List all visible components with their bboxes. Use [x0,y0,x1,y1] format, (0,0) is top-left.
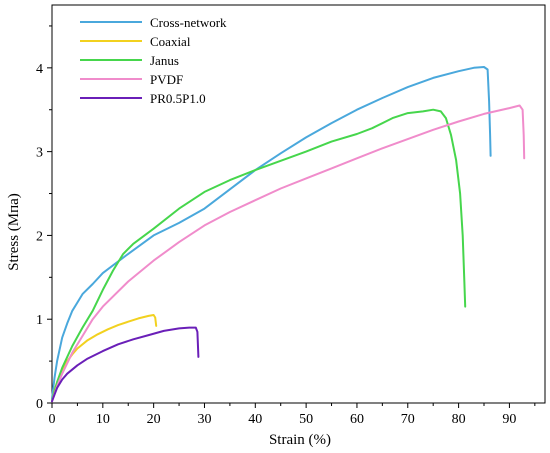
y-tick-label: 2 [36,229,43,244]
y-axis-label: Stress (Mпa) [6,193,22,271]
x-tick-label: 60 [350,412,364,427]
y-tick-label: 4 [36,62,43,77]
legend-label: Coaxial [150,34,191,49]
x-axis: 0 10 20 30 40 50 60 70 80 90 [49,403,536,427]
legend: Cross-network Coaxial Janus PVDF PR0.5P1.0 [80,15,227,106]
x-tick-label: 90 [502,412,516,427]
series-line-pr0-5p1-0 [51,326,200,403]
legend-label: PR0.5P1.0 [150,91,206,106]
series-line-cross-network [51,66,492,400]
y-axis: 0 1 2 3 4 [36,25,52,412]
series-line-pvdf [51,104,526,403]
legend-label: Cross-network [150,15,227,30]
x-tick-label: 70 [401,412,415,427]
y-tick-label: 3 [36,146,43,161]
series-layer [51,66,526,403]
x-tick-label: 50 [299,412,313,427]
x-tick-label: 0 [49,412,56,427]
x-tick-label: 80 [452,412,466,427]
series-line-janus [51,108,467,402]
legend-label: Janus [150,53,179,68]
x-tick-label: 20 [147,412,161,427]
x-tick-label: 40 [248,412,262,427]
plot-border [51,4,546,404]
x-tick-label: 10 [96,412,110,427]
x-tick-label: 30 [197,412,211,427]
legend-label: PVDF [150,72,183,87]
y-tick-label: 0 [36,397,43,412]
plot-frame [51,4,546,404]
x-axis-label: Strain (%) [269,432,331,448]
y-tick-label: 1 [36,313,43,328]
